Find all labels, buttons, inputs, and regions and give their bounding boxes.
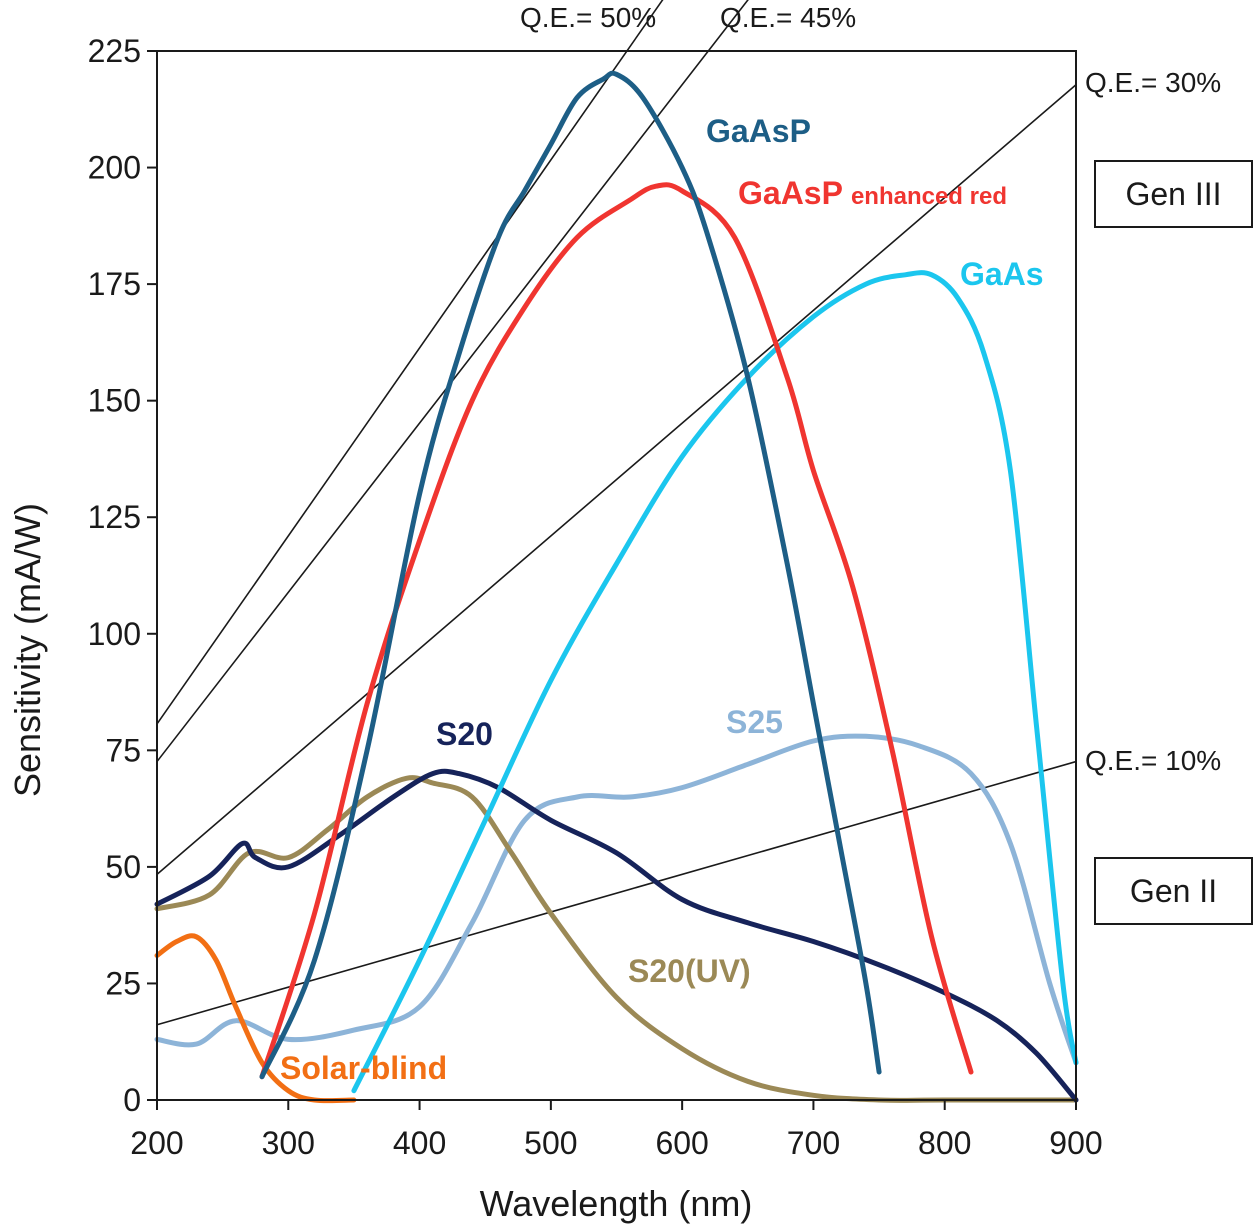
y-tick-label: 125 bbox=[88, 499, 141, 535]
series-line-gaasp bbox=[259, 70, 882, 1080]
qe-label-2: Q.E.= 30% bbox=[1085, 67, 1221, 98]
y-tick-label: 150 bbox=[88, 383, 141, 419]
qe-label-1: Q.E.= 45% bbox=[720, 2, 856, 33]
series-line-gaas bbox=[351, 270, 1079, 1094]
x-axis-title: Wavelength (nm) bbox=[480, 1183, 753, 1224]
y-tick-label: 25 bbox=[105, 965, 141, 1001]
series-label-gaasp-enhanced: GaAsP enhanced red bbox=[738, 175, 1007, 211]
gen-box-label: Gen II bbox=[1130, 873, 1217, 909]
series-label-s20-uv-: S20(UV) bbox=[628, 953, 751, 989]
qe-lines: Q.E.= 50% Q.E.= 45% Q.E.= 30% Q.E.= 10% bbox=[156, 0, 1221, 1026]
x-tick-label: 300 bbox=[262, 1125, 315, 1161]
x-tick-label: 400 bbox=[393, 1125, 446, 1161]
y-axis-title: Sensitivity (mA/W) bbox=[7, 503, 48, 797]
series-lines bbox=[154, 70, 1079, 1104]
y-tick-label: 75 bbox=[105, 732, 141, 768]
y-tick-label: 50 bbox=[105, 849, 141, 885]
qe-line-3 bbox=[156, 760, 1077, 1026]
series-line-s25 bbox=[154, 733, 1079, 1066]
x-tick-label: 200 bbox=[130, 1125, 183, 1161]
plot-frame bbox=[156, 50, 1077, 1101]
series-line-s20 bbox=[154, 768, 1079, 1103]
series-label-gaasp: GaAsP bbox=[706, 113, 811, 149]
x-tick-label: 600 bbox=[655, 1125, 708, 1161]
y-tick-label: 175 bbox=[88, 266, 141, 302]
qe-line-1 bbox=[156, 0, 749, 763]
qe-label-0: Q.E.= 50% bbox=[520, 2, 656, 33]
gen-box-1: Gen II bbox=[1094, 857, 1253, 925]
series-label-gaas: GaAs bbox=[960, 256, 1044, 292]
y-tick-label: 200 bbox=[88, 150, 141, 186]
y-tick-label: 225 bbox=[88, 33, 141, 69]
gen-box-0: Gen III bbox=[1094, 160, 1253, 228]
series-line-gaasp-enhanced bbox=[259, 182, 974, 1080]
x-tick-label: 700 bbox=[787, 1125, 840, 1161]
y-tick-label: 0 bbox=[123, 1082, 141, 1118]
labels: GaAsP GaAsP enhanced red GaAs S25 S20 S20(UV) S… bbox=[280, 113, 1253, 1086]
qe-label-3: Q.E.= 10% bbox=[1085, 745, 1221, 776]
series-label-s20: S20 bbox=[436, 716, 493, 752]
gen-box-frame bbox=[1094, 160, 1253, 228]
qe-line-2 bbox=[156, 84, 1077, 875]
gen-box-frame bbox=[1094, 857, 1253, 925]
x-tick-label: 900 bbox=[1049, 1125, 1102, 1161]
series-label-solar-blind: Solar-blind bbox=[280, 1050, 447, 1086]
gen-box-label: Gen III bbox=[1125, 176, 1221, 212]
qe-line-0 bbox=[156, 0, 664, 725]
axes: 0 25 50 75 100 125 150 175 200 225 200 300 400 500 600… bbox=[88, 33, 1103, 1161]
series-line-solar-blind bbox=[154, 933, 357, 1104]
x-tick-label: 500 bbox=[524, 1125, 577, 1161]
y-tick-label: 100 bbox=[88, 616, 141, 652]
series-line-s20-uv- bbox=[154, 775, 1079, 1103]
series-label-s25: S25 bbox=[726, 704, 783, 740]
x-tick-label: 800 bbox=[918, 1125, 971, 1161]
